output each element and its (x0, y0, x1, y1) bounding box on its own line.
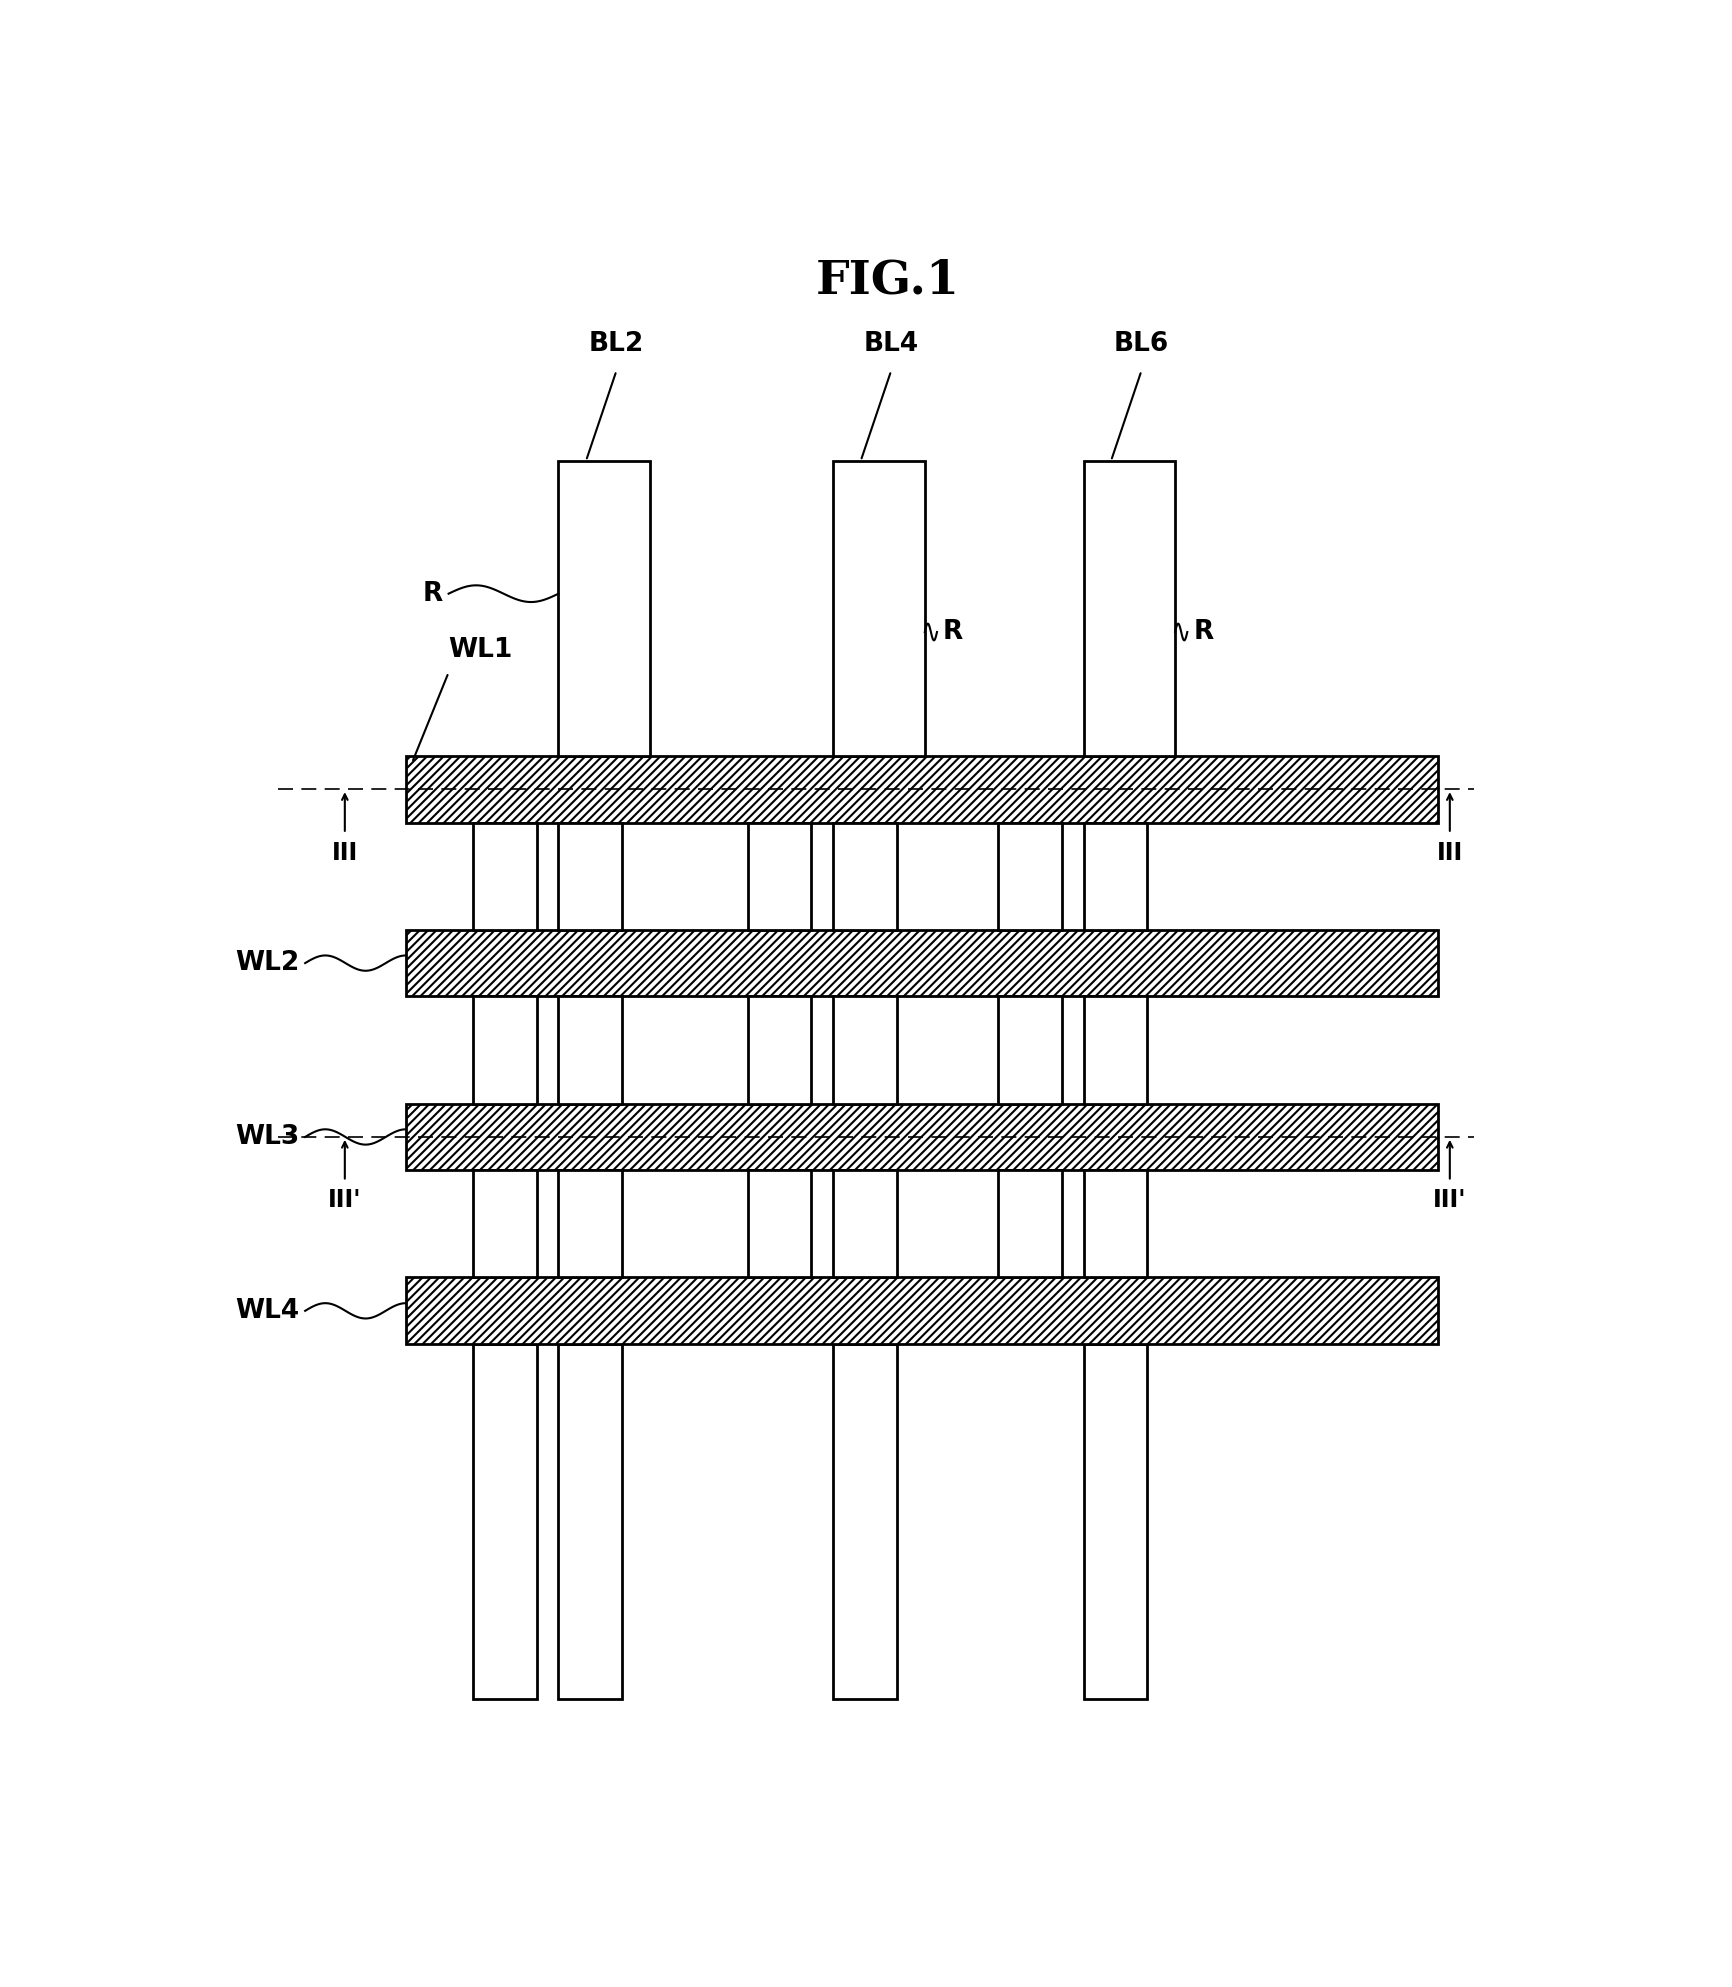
Bar (405, 1278, 1438, 1345)
Bar (833, 461, 925, 755)
Text: III': III' (1432, 1188, 1465, 1212)
Bar (405, 1103, 1438, 1170)
Bar (473, 823, 537, 930)
Text: R: R (1193, 620, 1212, 646)
Text: WL3: WL3 (236, 1125, 300, 1150)
Text: III': III' (327, 1188, 362, 1212)
Bar (833, 997, 895, 1103)
Text: R: R (423, 580, 442, 606)
Bar (473, 1170, 537, 1278)
Bar (746, 997, 811, 1103)
Bar (1082, 823, 1147, 930)
Bar (833, 1345, 895, 1699)
Bar (405, 755, 1438, 823)
Bar (558, 997, 622, 1103)
Bar (998, 997, 1062, 1103)
Text: WL4: WL4 (236, 1298, 300, 1323)
Text: BL2: BL2 (589, 330, 644, 358)
Bar (1082, 1345, 1147, 1699)
Bar (558, 823, 622, 930)
Text: FIG.1: FIG.1 (816, 256, 960, 304)
Text: WL1: WL1 (449, 636, 513, 664)
Text: III: III (1436, 841, 1462, 864)
Bar (558, 461, 650, 755)
Bar (1082, 1170, 1147, 1278)
Bar (473, 1345, 537, 1699)
Text: III: III (331, 841, 359, 864)
Bar (746, 823, 811, 930)
Bar (998, 1170, 1062, 1278)
Bar (473, 997, 537, 1103)
Bar (1082, 997, 1147, 1103)
Bar (558, 1170, 622, 1278)
Bar (558, 1345, 622, 1699)
Bar (833, 823, 895, 930)
Bar (1082, 461, 1174, 755)
Bar (746, 1170, 811, 1278)
Bar (833, 1170, 895, 1278)
Text: BL6: BL6 (1114, 330, 1169, 358)
Text: WL2: WL2 (236, 950, 300, 976)
Text: BL4: BL4 (863, 330, 918, 358)
Bar (405, 930, 1438, 997)
Text: R: R (942, 620, 963, 646)
Bar (998, 823, 1062, 930)
